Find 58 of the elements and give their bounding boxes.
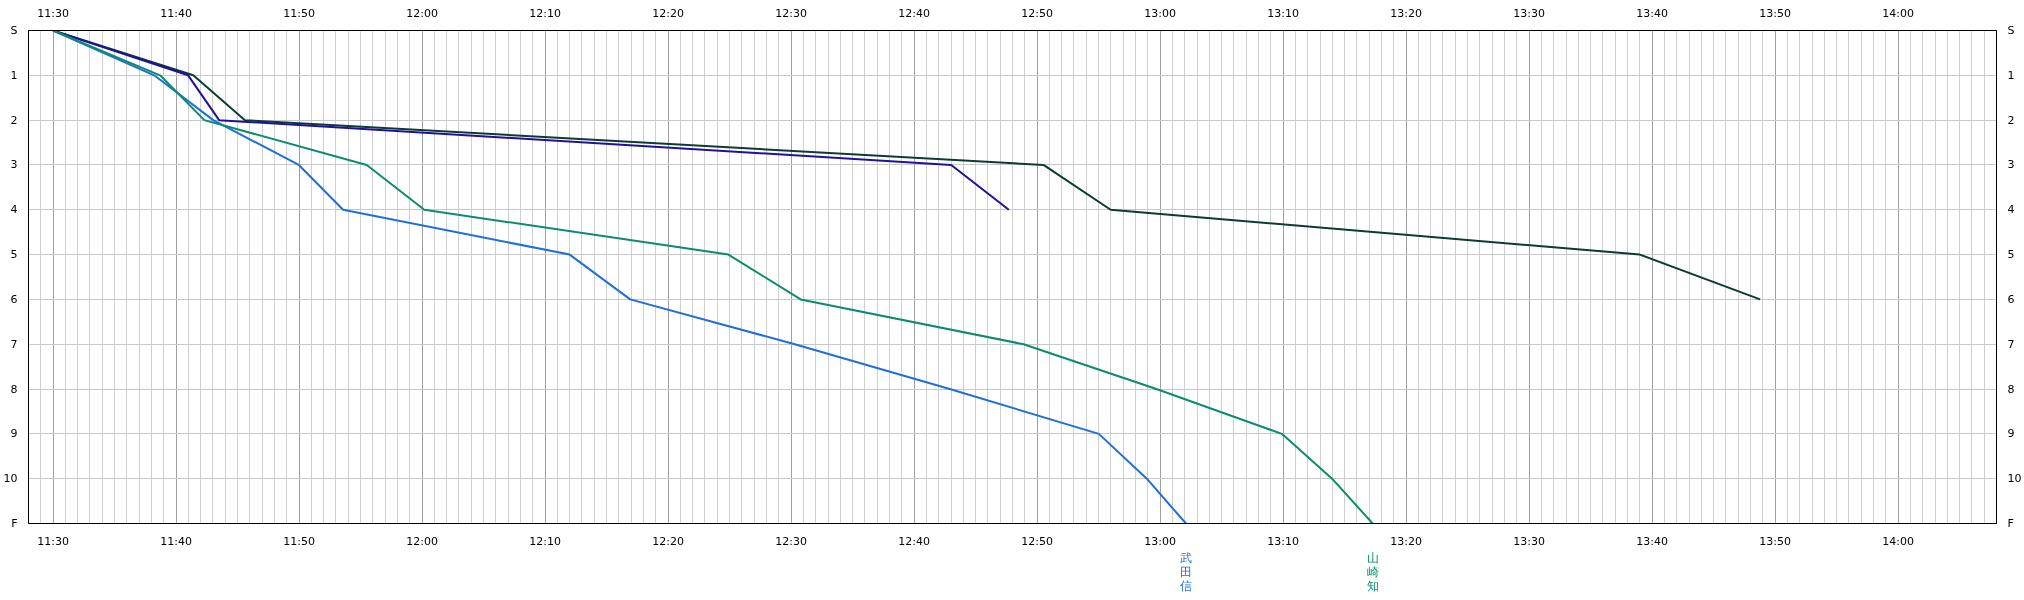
y2-tick-label: 8: [2007, 382, 2015, 396]
x-tick-label: 13:10: [1267, 6, 1299, 20]
x-tick-label: 12:20: [652, 6, 684, 20]
x-tick-label: 11:40: [160, 6, 192, 20]
x2-tick-label: 11:40: [160, 534, 192, 548]
x2-tick-label: 13:00: [1144, 534, 1176, 548]
y-tick-label: 9: [10, 427, 18, 441]
y2-tick-label: 2: [2007, 113, 2015, 127]
x-tick-label: 13:30: [1513, 6, 1545, 20]
x2-tick-label: 13:50: [1759, 534, 1791, 548]
y2-tick-label: 10: [2007, 472, 2022, 486]
y-tick-label: 6: [10, 292, 18, 306]
x2-tick-label: 12:50: [1021, 534, 1053, 548]
y-tick-label: 7: [10, 337, 18, 351]
y2-tick-label: S: [2007, 24, 2015, 37]
x2-tick-label: 13:20: [1390, 534, 1422, 548]
x-tick-label: 13:20: [1390, 6, 1422, 20]
x2-tick-label: 12:40: [898, 534, 930, 548]
y2-tick-label: 1: [2007, 68, 2015, 82]
x2-tick-label: 12:20: [652, 534, 684, 548]
x2-tick-label: 13:10: [1267, 534, 1299, 548]
x-tick-label: 13:40: [1636, 6, 1668, 20]
x2-tick-label: 11:50: [283, 534, 315, 548]
x-tick-label: 12:10: [529, 6, 561, 20]
y-tick-label: 3: [10, 158, 18, 172]
x-tick-label: 12:50: [1021, 6, 1053, 20]
y2-tick-label: F: [2007, 517, 2014, 530]
x-tick-label: 14:00: [1882, 6, 1914, 20]
x2-tick-label: 13:30: [1513, 534, 1545, 548]
text: 山崎知: [1366, 550, 1379, 593]
y-tick-label: 10: [3, 472, 18, 486]
y-tick-label: F: [11, 517, 18, 530]
x-tick-label: 13:00: [1144, 6, 1176, 20]
y-tick-label: 5: [10, 248, 18, 262]
y2-tick-label: 5: [2007, 248, 2015, 262]
x-tick-label: 12:40: [898, 6, 930, 20]
x2-tick-label: 12:00: [406, 534, 438, 548]
x-tick-label: 11:50: [283, 6, 315, 20]
y2-tick-label: 7: [2007, 337, 2015, 351]
y2-tick-label: 3: [2007, 158, 2015, 172]
y2-tick-label: 4: [2007, 203, 2015, 217]
x2-tick-label: 12:30: [775, 534, 807, 548]
x-tick-label: 12:30: [775, 6, 807, 20]
y-tick-label: 1: [10, 68, 18, 82]
x2-tick-label: 13:40: [1636, 534, 1668, 548]
y-tick-label: 8: [10, 382, 18, 396]
x-tick-label: 12:00: [406, 6, 438, 20]
y-tick-label: S: [10, 24, 18, 37]
x-tick-label: 13:50: [1759, 6, 1791, 20]
x-tick-label: 11:30: [37, 6, 69, 20]
x2-tick-label: 11:30: [37, 534, 69, 548]
x2-tick-label: 14:00: [1882, 534, 1914, 548]
y-tick-label: 4: [10, 203, 18, 217]
y2-tick-label: 6: [2007, 292, 2015, 306]
x2-tick-label: 12:10: [529, 534, 561, 548]
y-tick-label: 2: [10, 113, 18, 127]
text: 武田信: [1179, 550, 1192, 593]
y2-tick-label: 9: [2007, 427, 2015, 441]
